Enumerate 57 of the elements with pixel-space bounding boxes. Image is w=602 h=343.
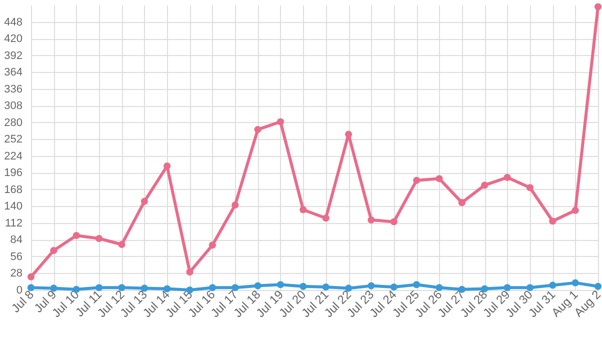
point xyxy=(481,182,488,189)
y-tick-label: 28 xyxy=(10,268,22,280)
point xyxy=(413,281,420,288)
y-tick-label: 420 xyxy=(4,33,22,46)
point xyxy=(27,284,35,292)
point xyxy=(96,284,103,292)
point xyxy=(50,246,58,254)
y-tick-label: 224 xyxy=(4,150,22,162)
point xyxy=(164,162,171,170)
point xyxy=(390,283,398,291)
point xyxy=(322,283,330,291)
point xyxy=(572,206,579,214)
point xyxy=(368,282,375,290)
point xyxy=(549,218,556,225)
y-tick-label: 0 xyxy=(16,284,22,296)
point xyxy=(436,175,443,182)
point xyxy=(140,198,148,205)
point xyxy=(232,201,239,209)
y-tick-label: 336 xyxy=(4,83,22,96)
point xyxy=(413,176,420,184)
point xyxy=(390,218,398,226)
y-tick-label: 168 xyxy=(4,184,22,196)
y-tick-label: 364 xyxy=(4,66,22,79)
point xyxy=(572,279,579,286)
y-tick-label: 84 xyxy=(10,234,22,246)
point xyxy=(368,216,375,224)
point xyxy=(458,199,466,206)
point xyxy=(254,282,262,290)
point xyxy=(208,242,216,249)
point xyxy=(594,3,602,10)
point xyxy=(50,284,58,292)
y-tick-label: 196 xyxy=(4,167,22,180)
point xyxy=(504,284,511,292)
point xyxy=(186,268,194,276)
y-tick-label: 112 xyxy=(4,217,22,230)
point xyxy=(118,240,126,248)
point xyxy=(322,214,330,222)
point xyxy=(300,206,307,214)
point xyxy=(344,130,352,138)
point xyxy=(594,282,602,290)
y-tick-label: 448 xyxy=(4,16,22,28)
point xyxy=(276,281,284,288)
y-tick-label: 140 xyxy=(4,200,22,213)
point xyxy=(254,126,262,134)
y-tick-label: 56 xyxy=(10,250,22,263)
y-tick-label: 280 xyxy=(4,116,22,129)
point xyxy=(276,118,284,126)
point xyxy=(72,232,80,240)
y-tick-label: 392 xyxy=(4,50,22,62)
point xyxy=(549,282,556,289)
point xyxy=(27,273,35,280)
point xyxy=(300,282,307,290)
y-tick-label: 252 xyxy=(4,134,22,146)
point xyxy=(504,174,511,181)
y-tick-label: 308 xyxy=(4,100,22,112)
point xyxy=(526,184,534,192)
point xyxy=(96,234,103,242)
